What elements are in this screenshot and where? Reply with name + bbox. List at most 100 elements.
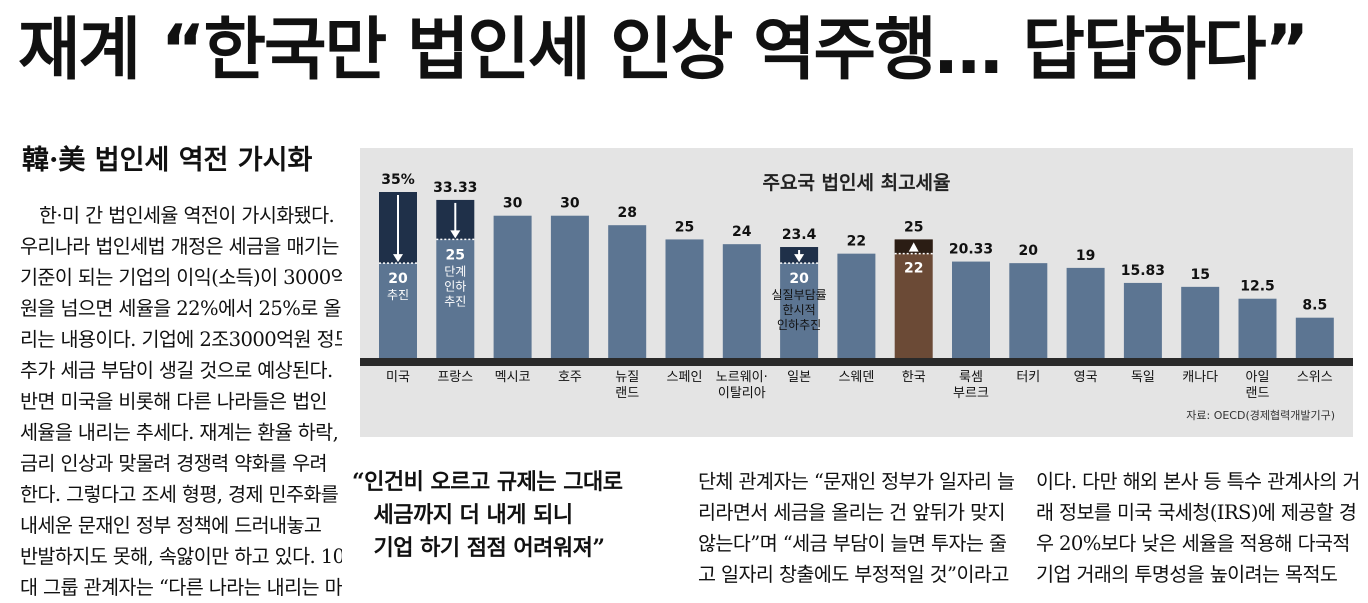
chart-category-label: 스페인 [667, 370, 703, 385]
chart-value-label: 24 [732, 224, 752, 240]
chart-bar [1123, 282, 1162, 358]
chart-category-label: 스위스 [1297, 370, 1333, 385]
chart-bar-note: 추진 [387, 288, 409, 302]
down-arrow-icon [450, 230, 461, 239]
chart-bar [1295, 317, 1334, 358]
chart-bar [1009, 263, 1048, 358]
chart-value-label: 23.4 [782, 227, 817, 243]
chart-category-label: 일본 [787, 370, 811, 385]
text-line: 추가 세금 부담이 생길 것으로 예상된다. [20, 359, 333, 382]
article-right-column: 이다. 다만 해외 본사 등 특수 관계사의 거 래 정보를 미국 국세청(IR… [1036, 466, 1358, 590]
chart-bar-note: 한시적 [783, 303, 816, 317]
chart-bar-note: 실질부담률 [771, 288, 826, 302]
chart-category-label: 노르웨이· [716, 370, 768, 385]
chart-bar [665, 239, 704, 358]
chart-bar [436, 239, 475, 358]
chart-bar [1066, 267, 1105, 358]
chart-category-label: 부르크 [953, 386, 989, 401]
text-line: 원을 넘으면 세율을 22%에서 25%로 올 [20, 297, 341, 320]
chart-source: 자료: OECD(경제협력개발기구) [1186, 409, 1335, 422]
chart-bar [722, 244, 761, 358]
chart-value-label: 33.33 [433, 180, 477, 196]
chart-bar [1238, 298, 1277, 358]
chart-bar-target-label: 22 [904, 261, 923, 277]
chart-value-label: 25 [904, 219, 923, 235]
text-line: 기준이 되는 기업의 이익(소득)이 3000억 [20, 266, 342, 289]
chart-bar [1181, 286, 1220, 358]
chart-value-label: 30 [503, 196, 523, 212]
article-subhead: 韓·美 법인세 역전 가시화 [22, 145, 313, 176]
text-line: 리는 내용이다. 기업에 2조3000억원 정도 [20, 328, 342, 351]
chart-bar-note: 추진 [444, 294, 466, 308]
chart-bar [550, 215, 589, 358]
chart-category-label: 프랑스 [437, 370, 473, 385]
chart-value-label: 15 [1190, 267, 1209, 283]
text-line: 않는다”며 “세금 부담이 늘면 투자는 줄 [698, 532, 1007, 555]
chart-category-label: 미국 [386, 370, 410, 385]
chart-bar [952, 261, 990, 358]
text-line: 금리 인상과 맞물려 경쟁력 약화를 우려 [20, 452, 328, 475]
chart-category-label: 스웨덴 [838, 370, 874, 385]
chart-canvas: 20추진35%미국25단계인하추진33.33프랑스30멕시코30호주28뉴질랜드… [360, 172, 1353, 401]
text-line: 래 정보를 미국 국세청(IRS)에 제공할 경 [1036, 501, 1357, 524]
chart-category-label: 아일 [1246, 370, 1270, 385]
tax-rate-chart: 20 추진 35% 미국 25 단계 인하 추진 33.33 프랑스 30 멕시코 30 호주 28 뉴질 랜드… [360, 148, 1353, 437]
chart-value-label: 22 [847, 234, 866, 250]
chart-value-label: 8.5 [1302, 298, 1327, 314]
chart-value-label: 28 [617, 205, 636, 221]
chart-bar-korea [894, 239, 933, 358]
text-line: 대 그룹 관계자는 “다른 나라는 내리는 마 [20, 576, 342, 599]
chart-bar-target-label: 20 [388, 271, 408, 287]
text-line: 단체 관계자는 “문재인 정부가 일자리 늘 [698, 470, 1015, 493]
chart-value-label: 30 [560, 196, 580, 212]
article-mid-column: 단체 관계자는 “문재인 정부가 일자리 늘 리라면서 세금을 올리는 건 앞뒤… [698, 466, 1018, 590]
pull-quote-line: “인건비 오르고 규제는 그대로 [352, 469, 623, 495]
chart-category-label: 이탈리아 [718, 386, 766, 401]
chart-category-label: 랜드 [615, 386, 639, 401]
headline: 재계 “한국만 법인세 인상 역주행… 답답하다” [18, 11, 1309, 90]
pull-quote-line: 기업 하기 점점 어려워져” [352, 535, 606, 561]
chart-value-label: 20 [1019, 243, 1039, 259]
text-line: 기업 거래의 투명성을 높이려는 목적도 [1036, 563, 1338, 586]
up-arrow-icon [908, 242, 919, 252]
text-line: 한다. 그렇다고 조세 형평, 경제 민주화를 [20, 483, 339, 506]
chart-bar [837, 253, 876, 358]
text-line: 한·미 간 법인세율 역전이 가시화됐다. [20, 204, 335, 227]
chart-bar [608, 225, 647, 358]
chart-category-label: 호주 [558, 370, 582, 385]
chart-bar-note: 인하 [444, 279, 466, 293]
text-line: 반면 미국을 비롯해 다른 나라들은 법인 [20, 390, 328, 413]
chart-value-label: 12.5 [1240, 279, 1275, 295]
chart-value-label: 19 [1076, 248, 1095, 264]
chart-value-label: 20.33 [949, 242, 993, 258]
text-line: 고 일자리 창출에도 부정적일 것”이라고 [698, 563, 1009, 586]
chart-category-label: 독일 [1131, 370, 1155, 385]
chart-category-label: 터키 [1016, 370, 1040, 385]
down-arrow-icon [393, 254, 403, 263]
text-line: 리라면서 세금을 올리는 건 앞뒤가 맞지 [698, 501, 1006, 524]
chart-value-label: 15.83 [1121, 263, 1165, 279]
chart-value-label: 35% [381, 172, 415, 188]
chart-bar-note: 단계 [444, 264, 466, 278]
article-left-column: 한·미 간 법인세율 역전이 가시화됐다. 우리나라 법인세법 개정은 세금을 … [20, 200, 342, 603]
chart-category-label: 룩셈 [959, 370, 983, 385]
chart-bar-target-label: 25 [446, 247, 465, 263]
text-line: 우 20%보다 낮은 세율을 적용해 다국적 [1036, 532, 1350, 555]
chart-value-label: 25 [675, 219, 694, 235]
text-line: 내세운 문재인 정부 정책에 드러내놓고 [20, 514, 322, 537]
chart-baseline [360, 358, 1353, 366]
chart-category-label: 캐나다 [1182, 370, 1218, 385]
chart-bar [493, 215, 532, 358]
down-arrow-icon [794, 254, 805, 263]
chart-bar [780, 263, 819, 358]
chart-category-label: 멕시코 [495, 370, 531, 385]
chart-title: 주요국 법인세 최고세율 [762, 172, 951, 194]
text-line: 세율을 내리는 추세다. 재계는 환율 하락, [20, 421, 339, 444]
chart-bar-note: 인하추진 [777, 318, 821, 332]
chart-category-label: 한국 [902, 370, 926, 385]
chart-bar [379, 263, 417, 358]
pull-quote-line: 세금까지 더 내게 되니 [352, 502, 574, 528]
chart-category-label: 영국 [1074, 370, 1098, 385]
text-line: 이다. 다만 해외 본사 등 특수 관계사의 거 [1036, 470, 1358, 493]
chart-category-label: 랜드 [1246, 386, 1270, 401]
